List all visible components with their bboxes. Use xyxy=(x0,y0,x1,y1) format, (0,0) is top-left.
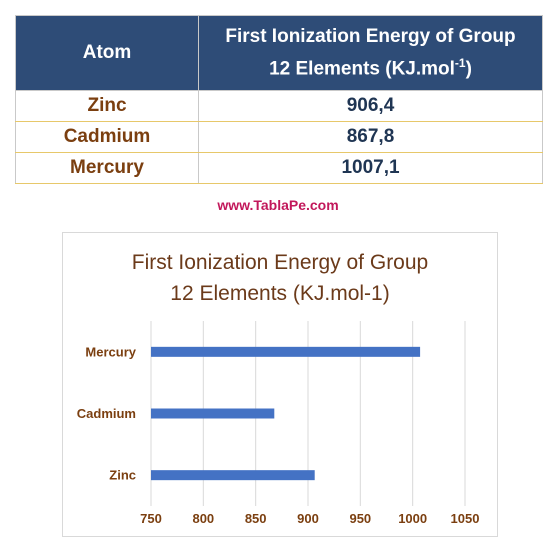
bar-zinc xyxy=(151,470,315,481)
watermark-link[interactable]: www.TablaPe.com xyxy=(217,197,339,213)
table-row: Cadmium 867,8 xyxy=(15,121,543,153)
value-cell: 867,8 xyxy=(198,121,543,153)
header-energy-close: ) xyxy=(465,58,472,80)
chart-title: First Ionization Energy of Group 12 Elem… xyxy=(63,247,497,309)
chart-title-line1: First Ionization Energy of Group xyxy=(131,251,429,274)
bar-mercury xyxy=(151,346,421,357)
x-tick-label: 950 xyxy=(349,511,371,526)
chart-title-line2: 12 Elements (KJ.mol-1) xyxy=(170,282,390,305)
table-header-row: Atom First Ionization Energy of Group 12… xyxy=(15,15,543,91)
table-row: Mercury 1007,1 xyxy=(15,152,543,184)
header-energy-line1: First Ionization Energy of Group xyxy=(225,25,516,47)
y-category-label: Zinc xyxy=(109,468,136,483)
x-tick-label: 900 xyxy=(297,511,319,526)
header-atom: Atom xyxy=(15,15,199,91)
x-tick-label: 1000 xyxy=(398,511,427,526)
y-category-label: Mercury xyxy=(85,344,136,359)
header-energy: First Ionization Energy of Group 12 Elem… xyxy=(198,15,543,91)
value-cell: 906,4 xyxy=(198,90,543,122)
atom-cell: Mercury xyxy=(15,152,199,184)
x-tick-label: 1050 xyxy=(451,511,480,526)
header-energy-line2: 12 Elements (KJ.mol xyxy=(269,58,455,80)
x-tick-label: 750 xyxy=(140,511,162,526)
atom-cell: Cadmium xyxy=(15,121,199,153)
value-cell: 1007,1 xyxy=(198,152,543,184)
table-row: Zinc 906,4 xyxy=(15,90,543,122)
bar-chart: First Ionization Energy of Group 12 Elem… xyxy=(62,232,498,537)
chart-plot-area: 750 800 850 900 950 1000 1050 Zinc Cadmium Mercur… xyxy=(77,321,480,526)
ionization-table: Atom First Ionization Energy of Group 12… xyxy=(15,15,543,184)
x-tick-label: 800 xyxy=(192,511,214,526)
header-energy-sup: -1 xyxy=(454,55,466,70)
bar-cadmium xyxy=(151,408,275,419)
atom-cell: Zinc xyxy=(15,90,199,122)
y-category-label: Cadmium xyxy=(77,406,136,421)
x-tick-label: 850 xyxy=(245,511,267,526)
